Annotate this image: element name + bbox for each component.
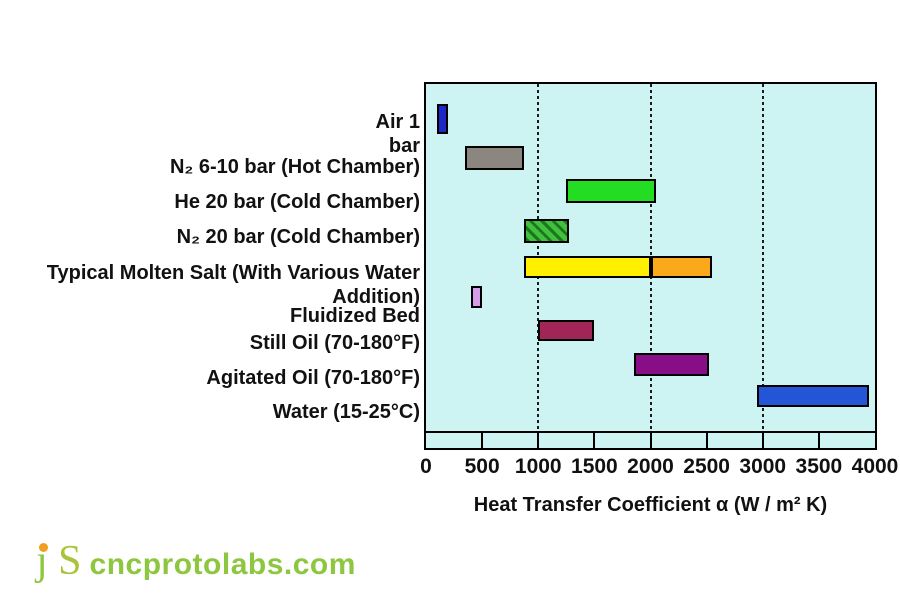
range-bar-5-2 (650, 256, 713, 278)
range-bar-7 (538, 320, 595, 341)
row-label-6: Fluidized Bed (0, 304, 420, 328)
row-labels: Air 1 bar N₂ 6-10 bar (Hot Chamber) He 20 b… (0, 0, 420, 450)
row-label-4: N₂ 20 bar (Cold Chamber) (0, 225, 420, 249)
logo-letter-j: ȷ (36, 538, 48, 584)
row-label-3: He 20 bar (Cold Chamber) (0, 190, 420, 214)
row-label-line: N₂ 20 bar (Cold Chamber) (176, 226, 420, 248)
row-label-2: N₂ 6-10 bar (Hot Chamber) (0, 155, 420, 179)
range-bar-5-1 (524, 256, 651, 278)
range-bar-2 (465, 146, 525, 170)
tick-label-500: 500 (464, 455, 500, 478)
plot-inner (426, 84, 875, 431)
axis-strip (424, 431, 877, 450)
row-label-line: bar (388, 135, 420, 157)
logo-letter-s: S (58, 538, 82, 584)
tick-labels: 0 500 1000 1500 2000 2500 3000 3500 4000 (420, 455, 898, 481)
tick-label-4000: 4000 (851, 455, 899, 478)
gridline-3000 (761, 84, 764, 431)
axis-tick-2000 (649, 433, 652, 448)
tick-label-2500: 2500 (683, 455, 730, 478)
axis-tick-3000 (761, 433, 764, 448)
logo[interactable]: ȷ S cncprotolabs.com (36, 540, 356, 582)
range-bar-1 (437, 104, 449, 134)
range-bar-6 (470, 286, 483, 308)
axis-tick-2500 (705, 433, 708, 448)
range-bar-4 (524, 219, 570, 243)
row-label-7: Still Oil (70-180°F) (0, 331, 420, 355)
x-axis-title: Heat Transfer Coefficient α (W / m² K) (473, 494, 828, 516)
axis-strip-inner (426, 433, 875, 448)
row-label-line: Addition) (332, 286, 420, 308)
row-label-line: Typical Molten Salt (With Various Water (46, 262, 420, 284)
tick-label-3000: 3000 (739, 455, 787, 478)
row-label-line: Fluidized Bed (290, 305, 420, 327)
axis-tick-500 (481, 433, 484, 448)
logo-domain-text: cncprotolabs.com (89, 548, 356, 581)
row-label-line: Air 1 (375, 111, 420, 133)
axis-tick-3500 (817, 433, 820, 448)
tick-label-3500: 3500 (795, 455, 843, 478)
row-label-line: Still Oil (70-180°F) (249, 332, 420, 354)
row-label-5: Typical Molten Salt (With Various Water A… (0, 261, 420, 309)
row-label-line: Water (15-25°C) (272, 401, 420, 423)
row-label-line: Agitated Oil (70-180°F) (206, 367, 420, 389)
logo-dot-icon (39, 543, 48, 552)
row-label-8: Agitated Oil (70-180°F) (0, 366, 420, 390)
range-bar-3 (566, 179, 657, 203)
plot-box (424, 82, 877, 433)
tick-label-1500: 1500 (571, 455, 618, 478)
tick-label-1000: 1000 (514, 455, 562, 478)
row-label-1: Air 1 bar (0, 110, 420, 158)
row-label-9: Water (15-25°C) (0, 400, 420, 424)
row-label-line: N₂ 6-10 bar (Hot Chamber) (169, 156, 420, 178)
row-label-line: He 20 bar (Cold Chamber) (174, 191, 420, 213)
range-bar-8 (633, 353, 710, 376)
logo-mark: ȷ S (36, 540, 82, 582)
range-bar-9 (757, 385, 870, 407)
axis-tick-1500 (593, 433, 596, 448)
tick-label-2000: 2000 (627, 455, 674, 478)
axis-tick-1000 (537, 433, 540, 448)
tick-label-0: 0 (420, 455, 432, 478)
